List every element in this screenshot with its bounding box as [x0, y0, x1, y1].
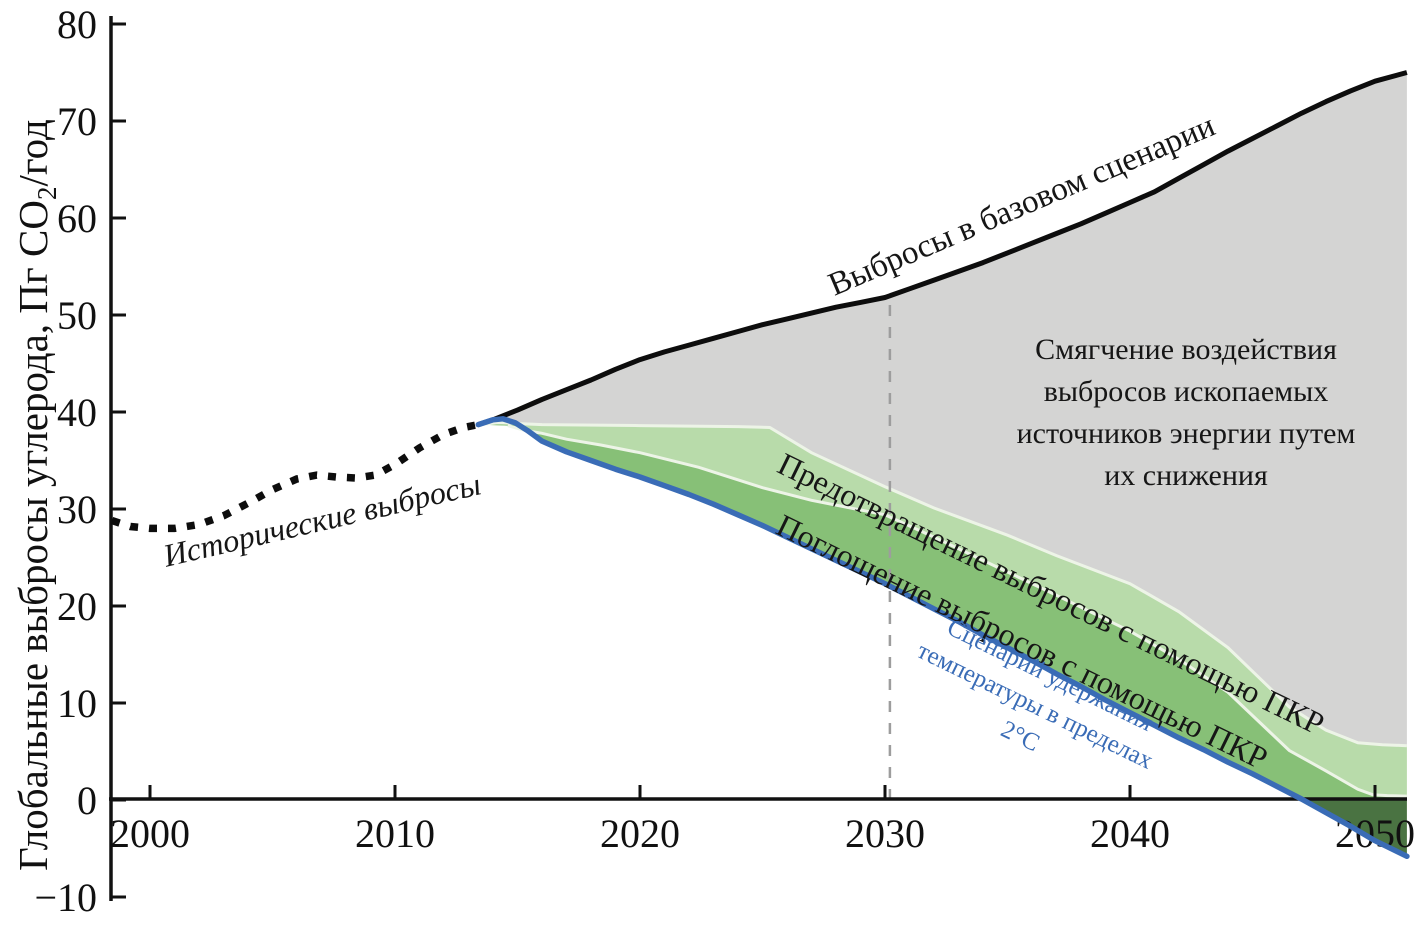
y-tick-label: 60 [57, 196, 97, 241]
y-tick-label: 10 [57, 681, 97, 726]
y-tick-label: 20 [57, 584, 97, 629]
y-axis-title-text: Глобальные выбросы углерода, Пг СО [10, 200, 56, 871]
label-mitigation-line4: их снижения [1104, 459, 1268, 492]
area-absorption [478, 418, 1407, 800]
y-tick-label: 50 [57, 293, 97, 338]
x-tick-label: 2010 [355, 811, 435, 856]
label-mitigation-line1: Смягчение воздействия [1035, 333, 1337, 366]
line-historical-emissions [110, 420, 480, 533]
label-mitigation-line2: выбросов ископаемых [1043, 375, 1329, 408]
y-axis-title: Глобальные выбросы углерода, Пг СО2/год [9, 119, 63, 871]
y-tick-label: 70 [57, 99, 97, 144]
x-tick-label: 2050 [1335, 811, 1414, 856]
line-baseline-scenario [477, 70, 1408, 427]
y-axis-title-units: /год [10, 119, 56, 187]
y-tick-label: 80 [57, 2, 97, 47]
label-mitigation-line3: источников энергии путем [1016, 417, 1356, 450]
x-tick-label: 2000 [110, 811, 190, 856]
area-mitigation [478, 72, 1407, 746]
y-tick-label: −10 [34, 875, 97, 920]
y-tick-label: 30 [57, 487, 97, 532]
x-tick-label: 2020 [600, 811, 680, 856]
y-axis-title-subscript: 2 [32, 186, 62, 201]
area-prevention [478, 422, 1407, 797]
label-mitigation-area: Смягчение воздействия выбросов ископаемы… [1017, 329, 1356, 497]
line-two-degree-scenario [475, 416, 1410, 860]
x-tick-label: 2030 [845, 811, 925, 856]
y-tick-label: 0 [77, 778, 97, 823]
x-tick-label: 2040 [1090, 811, 1170, 856]
y-tick-label: 40 [57, 390, 97, 435]
boundary-gray-lightgreen [478, 421, 1407, 748]
boundary-lightgreen-darkgreen [507, 424, 1407, 798]
